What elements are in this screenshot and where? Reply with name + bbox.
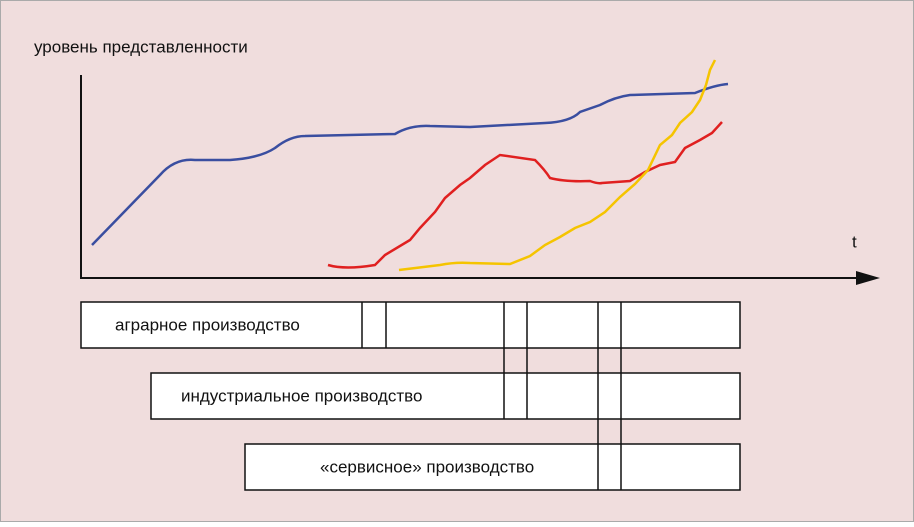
phase-box-agrarian (80, 301, 741, 349)
curve-industrial (327, 121, 723, 269)
phase-box-industrial (150, 372, 741, 420)
curve-service (398, 59, 717, 272)
phase-label: аграрное производство (115, 315, 300, 334)
phase-label: индустриальное производство (181, 386, 422, 405)
x-axis-label: t (852, 232, 857, 251)
x-axis-arrow (856, 271, 880, 285)
phase-box-service (244, 443, 741, 491)
y-axis-label: уровень представленности (34, 37, 248, 56)
phase-label: «сервисное» производство (320, 457, 534, 476)
curve-agrarian (91, 82, 729, 246)
